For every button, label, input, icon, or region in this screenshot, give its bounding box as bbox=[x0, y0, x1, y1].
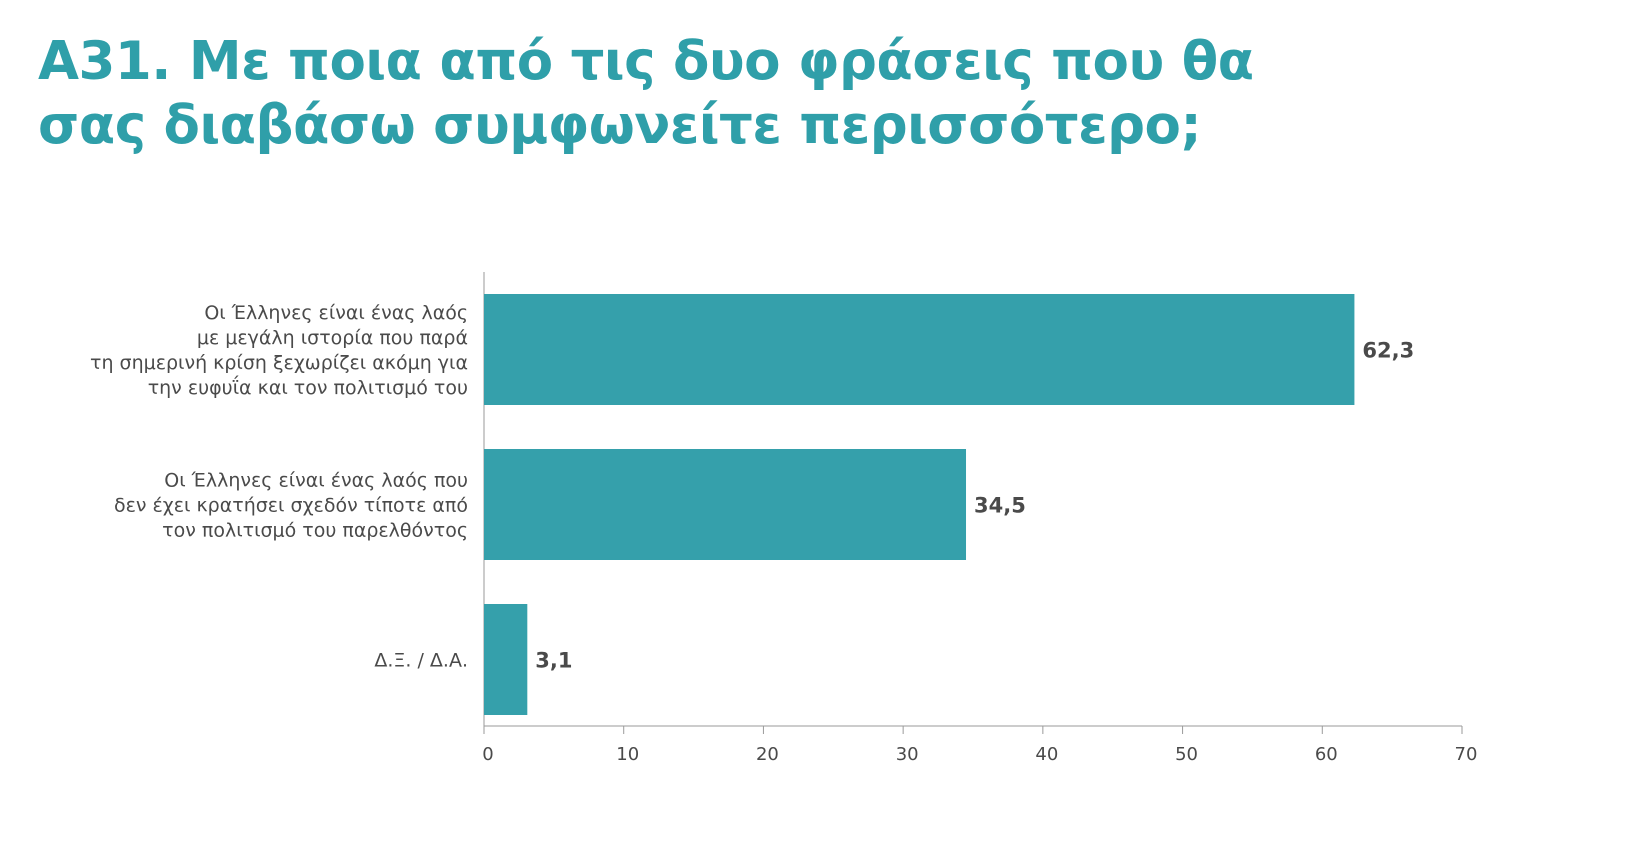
category-label: τη σημερινή κρίση ξεχωρίζει ακόμη για bbox=[90, 352, 468, 374]
x-tick-label: 60 bbox=[1315, 744, 1338, 765]
data-label: 62,3 bbox=[1362, 339, 1414, 363]
chart-title-line-1: Α31. Με ποια από τις δυο φράσεις που θα bbox=[38, 31, 1254, 92]
category-label: Δ.Ξ. / Δ.Α. bbox=[374, 650, 468, 672]
category-label: τον πολιτισμό του παρελθόντος bbox=[162, 520, 468, 542]
x-tick-label: 30 bbox=[896, 744, 919, 765]
chart-title-line-2: σας διαβάσω συμφωνείτε περισσότερο; bbox=[38, 95, 1202, 156]
x-tick-label: 40 bbox=[1035, 744, 1058, 765]
bar bbox=[484, 449, 967, 560]
category-label: την ευφυΐα και τον πολιτισμό του bbox=[148, 375, 468, 399]
x-tick-label: 70 bbox=[1455, 744, 1478, 765]
category-label: Οι Έλληνες είναι ένας λαός bbox=[204, 302, 468, 324]
x-tick-label: 20 bbox=[756, 744, 779, 765]
category-label: δεν έχει κρατήσει σχεδόν τίποτε από bbox=[114, 495, 468, 517]
x-tick-label: 0 bbox=[482, 744, 493, 765]
category-label: με μεγάλη ιστορία που παρά bbox=[197, 327, 468, 349]
x-tick-label: 50 bbox=[1175, 744, 1198, 765]
bar bbox=[484, 294, 1355, 405]
data-label: 3,1 bbox=[535, 649, 572, 673]
category-label: Οι Έλληνες είναι ένας λαός που bbox=[164, 470, 468, 492]
data-label: 34,5 bbox=[974, 494, 1026, 518]
bar bbox=[484, 604, 528, 715]
chart-title: Α31. Με ποια από τις δυο φράσεις που θα … bbox=[38, 30, 1598, 158]
x-tick-label: 10 bbox=[616, 744, 639, 765]
